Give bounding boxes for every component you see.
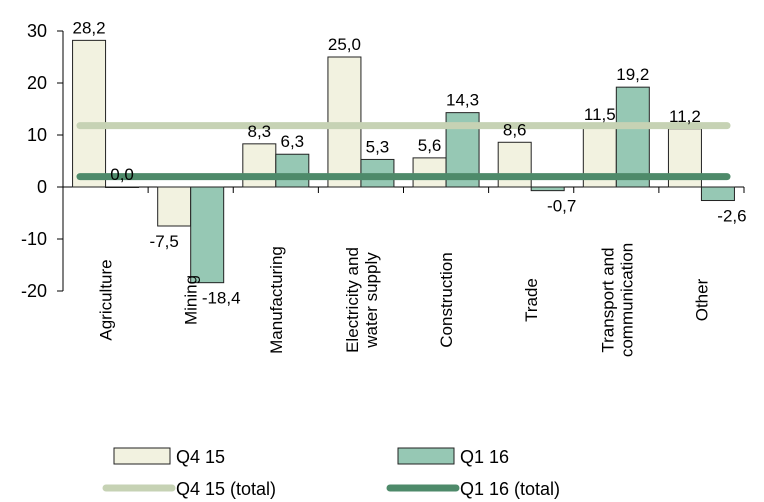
data-label-q1-16: 14,3 [446, 91, 479, 110]
category-label: Manufacturing [267, 246, 286, 354]
legend-label: Q4 15 (total) [176, 479, 276, 499]
data-label-q4-15: -7,5 [150, 232, 179, 251]
data-label-q4-15: 8,6 [503, 120, 527, 139]
total-lines [76, 122, 731, 181]
data-label-q4-15: 25,0 [328, 35, 361, 54]
category-label: Electricity andwater supply [343, 247, 381, 353]
bar-q1-16 [615, 86, 650, 188]
category-label: Agriculture [97, 259, 116, 340]
data-label-q1-16: 0,0 [110, 165, 134, 184]
y-tick-label: 20 [27, 73, 47, 93]
category-label: Transport andcommunication [598, 243, 636, 357]
legend-label: Q1 16 (total) [460, 479, 560, 499]
category-labels: Agriculture Mining Manufacturing Electricit… [97, 243, 712, 357]
legend-swatch [397, 447, 455, 465]
bar-q4-15 [497, 141, 532, 188]
y-tick-label: 0 [37, 177, 47, 197]
y-tick-label: -10 [21, 229, 47, 249]
data-label-q4-15: 5,6 [418, 136, 442, 155]
bar-q4-15 [327, 56, 362, 188]
data-label-q4-15: 11,5 [584, 105, 616, 124]
data-label-q4-15: 28,2 [73, 18, 106, 37]
bars [72, 39, 735, 284]
bar-q1-16 [105, 186, 140, 188]
bar-q4-15 [242, 143, 277, 188]
data-label-q1-16: 19,2 [616, 65, 649, 84]
bar-q4-15 [72, 39, 107, 188]
bar-q1-16 [275, 153, 310, 188]
category-label: Construction [437, 252, 456, 347]
legend-label: Q1 16 [460, 447, 509, 467]
legend: Q4 15 Q1 16 Q4 15 (total) Q1 16 (total) [102, 447, 560, 499]
legend-item: Q1 16 (total) [386, 479, 560, 499]
category-label: Trade [522, 278, 541, 322]
data-labels: 28,2 0,0 -7,5 -18,4 8,3 6,3 25,0 5,3 5,6 14,3 8,6 -… [73, 18, 747, 307]
y-tick-label: -20 [21, 281, 47, 301]
data-label-q1-16: 5,3 [366, 137, 390, 156]
bar-q4-15 [412, 157, 447, 188]
data-label-q1-16: 6,3 [280, 132, 304, 151]
legend-item: Q4 15 (total) [102, 479, 276, 499]
bar-q1-16 [530, 186, 565, 192]
bar-q4-15 [157, 186, 192, 227]
data-label-q1-16: -18,4 [202, 289, 241, 308]
y-tick-label: 30 [27, 21, 47, 41]
legend-label: Q4 15 [176, 447, 225, 467]
legend-swatch [113, 447, 171, 465]
data-label-q1-16: -0,7 [547, 197, 576, 216]
data-label-q4-15: 11,2 [669, 107, 701, 126]
bar-q1-16 [700, 186, 735, 202]
data-label-q4-15: 8,3 [247, 122, 271, 141]
category-label: Other [692, 278, 711, 321]
y-tick-label: 10 [27, 125, 47, 145]
legend-item: Q4 15 [113, 447, 225, 467]
category-label: Mining [182, 275, 201, 325]
data-label-q1-16: -2,6 [717, 207, 746, 226]
legend-item: Q1 16 [397, 447, 509, 467]
bar-q1-16 [190, 186, 225, 284]
